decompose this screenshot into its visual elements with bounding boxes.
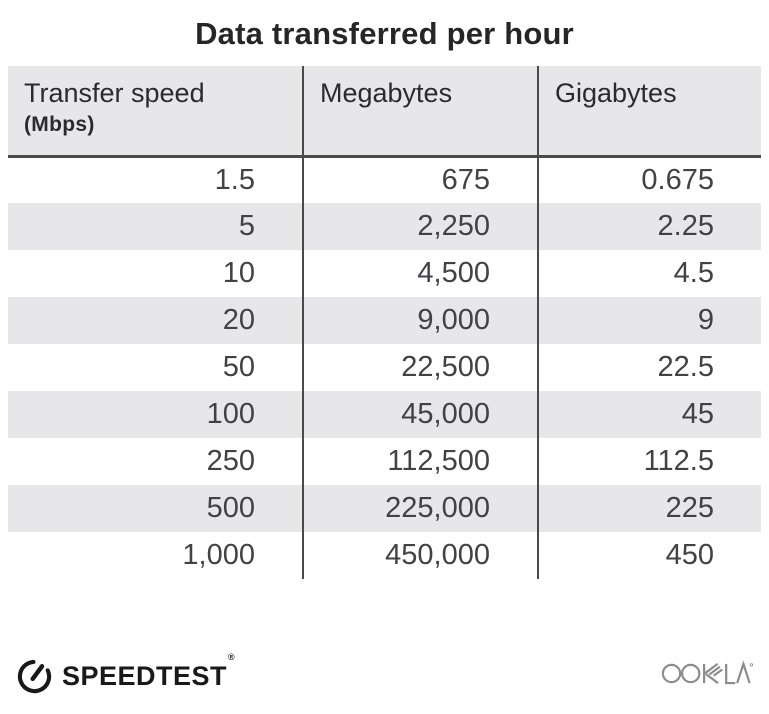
gigabytes-cell: 450 [537,532,761,579]
data-table-container: Transfer speed (Mbps) Megabytes Gigabyte… [8,66,761,579]
header-gigabytes: Gigabytes [537,66,761,158]
footer: SPEEDTEST® [0,652,769,714]
gigabytes-cell: 112.5 [537,438,761,485]
gigabytes-cell: 0.675 [537,156,761,203]
header-transfer-speed: Transfer speed (Mbps) [8,66,303,158]
megabytes-cell: 4,500 [302,250,538,297]
transfer-speed-cell: 1,000 [8,532,303,579]
transfer-speed-cell: 250 [8,438,303,485]
transfer-speed-cell: 5 [8,203,303,250]
table-row: 100 45,000 45 [8,391,761,438]
gigabytes-cell: 9 [537,297,761,344]
data-table: Transfer speed (Mbps) Megabytes Gigabyte… [8,66,761,579]
megabytes-cell: 450,000 [302,532,538,579]
gauge-needle [30,663,45,681]
ookla-letter-k [703,663,723,684]
speedtest-wordmark: SPEEDTEST® [62,651,236,691]
megabytes-cell: 675 [302,156,538,203]
transfer-speed-cell: 20 [8,297,303,344]
gigabytes-cell: 4.5 [537,250,761,297]
gigabytes-cell: 22.5 [537,344,761,391]
ookla-letter-a [736,660,751,684]
table-row: 10 4,500 4.5 [8,250,761,297]
transfer-speed-cell: 1.5 [8,156,303,203]
table-row: 5 2,250 2.25 [8,203,761,250]
gigabytes-cell: 225 [537,485,761,532]
megabytes-cell: 2,250 [302,203,538,250]
table-row: 1.5 675 0.675 [8,156,761,203]
ookla-logo [661,659,754,693]
speedometer-gauge-icon [17,659,52,693]
header-row: Transfer speed (Mbps) Megabytes Gigabyte… [8,66,761,158]
table-header: Transfer speed (Mbps) Megabytes Gigabyte… [8,66,761,158]
table-body: 1.5 675 0.675 5 2,250 2.25 10 4,500 4.5 20 9,000 9 5… [8,156,761,579]
table-row: 20 9,000 9 [8,297,761,344]
transfer-speed-cell: 10 [8,250,303,297]
header-megabytes: Megabytes [302,66,538,158]
gigabytes-cell: 2.25 [537,203,761,250]
ookla-letter-l [725,663,736,685]
megabytes-cell: 112,500 [302,438,538,485]
page-title: Data transferred per hour [195,16,574,51]
ookla-letter-o1 [661,663,682,684]
registered-trademark: ® [228,651,236,662]
ookla-wordmark-icon [661,660,754,685]
ookla-registered-mark [749,663,754,667]
infographic-root: { "title": "Data transferred per hour", … [0,16,769,714]
megabytes-cell: 225,000 [302,485,538,532]
transfer-speed-cell: 500 [8,485,303,532]
header-mbps-unit-label: (Mbps) [24,113,95,136]
table-row: 250 112,500 112.5 [8,438,761,485]
table-row: 500 225,000 225 [8,485,761,532]
transfer-speed-cell: 50 [8,344,303,391]
table-row: 1,000 450,000 450 [8,532,761,579]
megabytes-cell: 22,500 [302,344,538,391]
megabytes-cell: 45,000 [302,391,538,438]
ookla-letter-o2 [680,663,701,684]
transfer-speed-cell: 100 [8,391,303,438]
gigabytes-cell: 45 [537,391,761,438]
table-row: 50 22,500 22.5 [8,344,761,391]
megabytes-cell: 9,000 [302,297,538,344]
speedtest-logo: SPEEDTEST® [16,651,236,695]
header-transfer-speed-label: Transfer speed [24,78,205,108]
